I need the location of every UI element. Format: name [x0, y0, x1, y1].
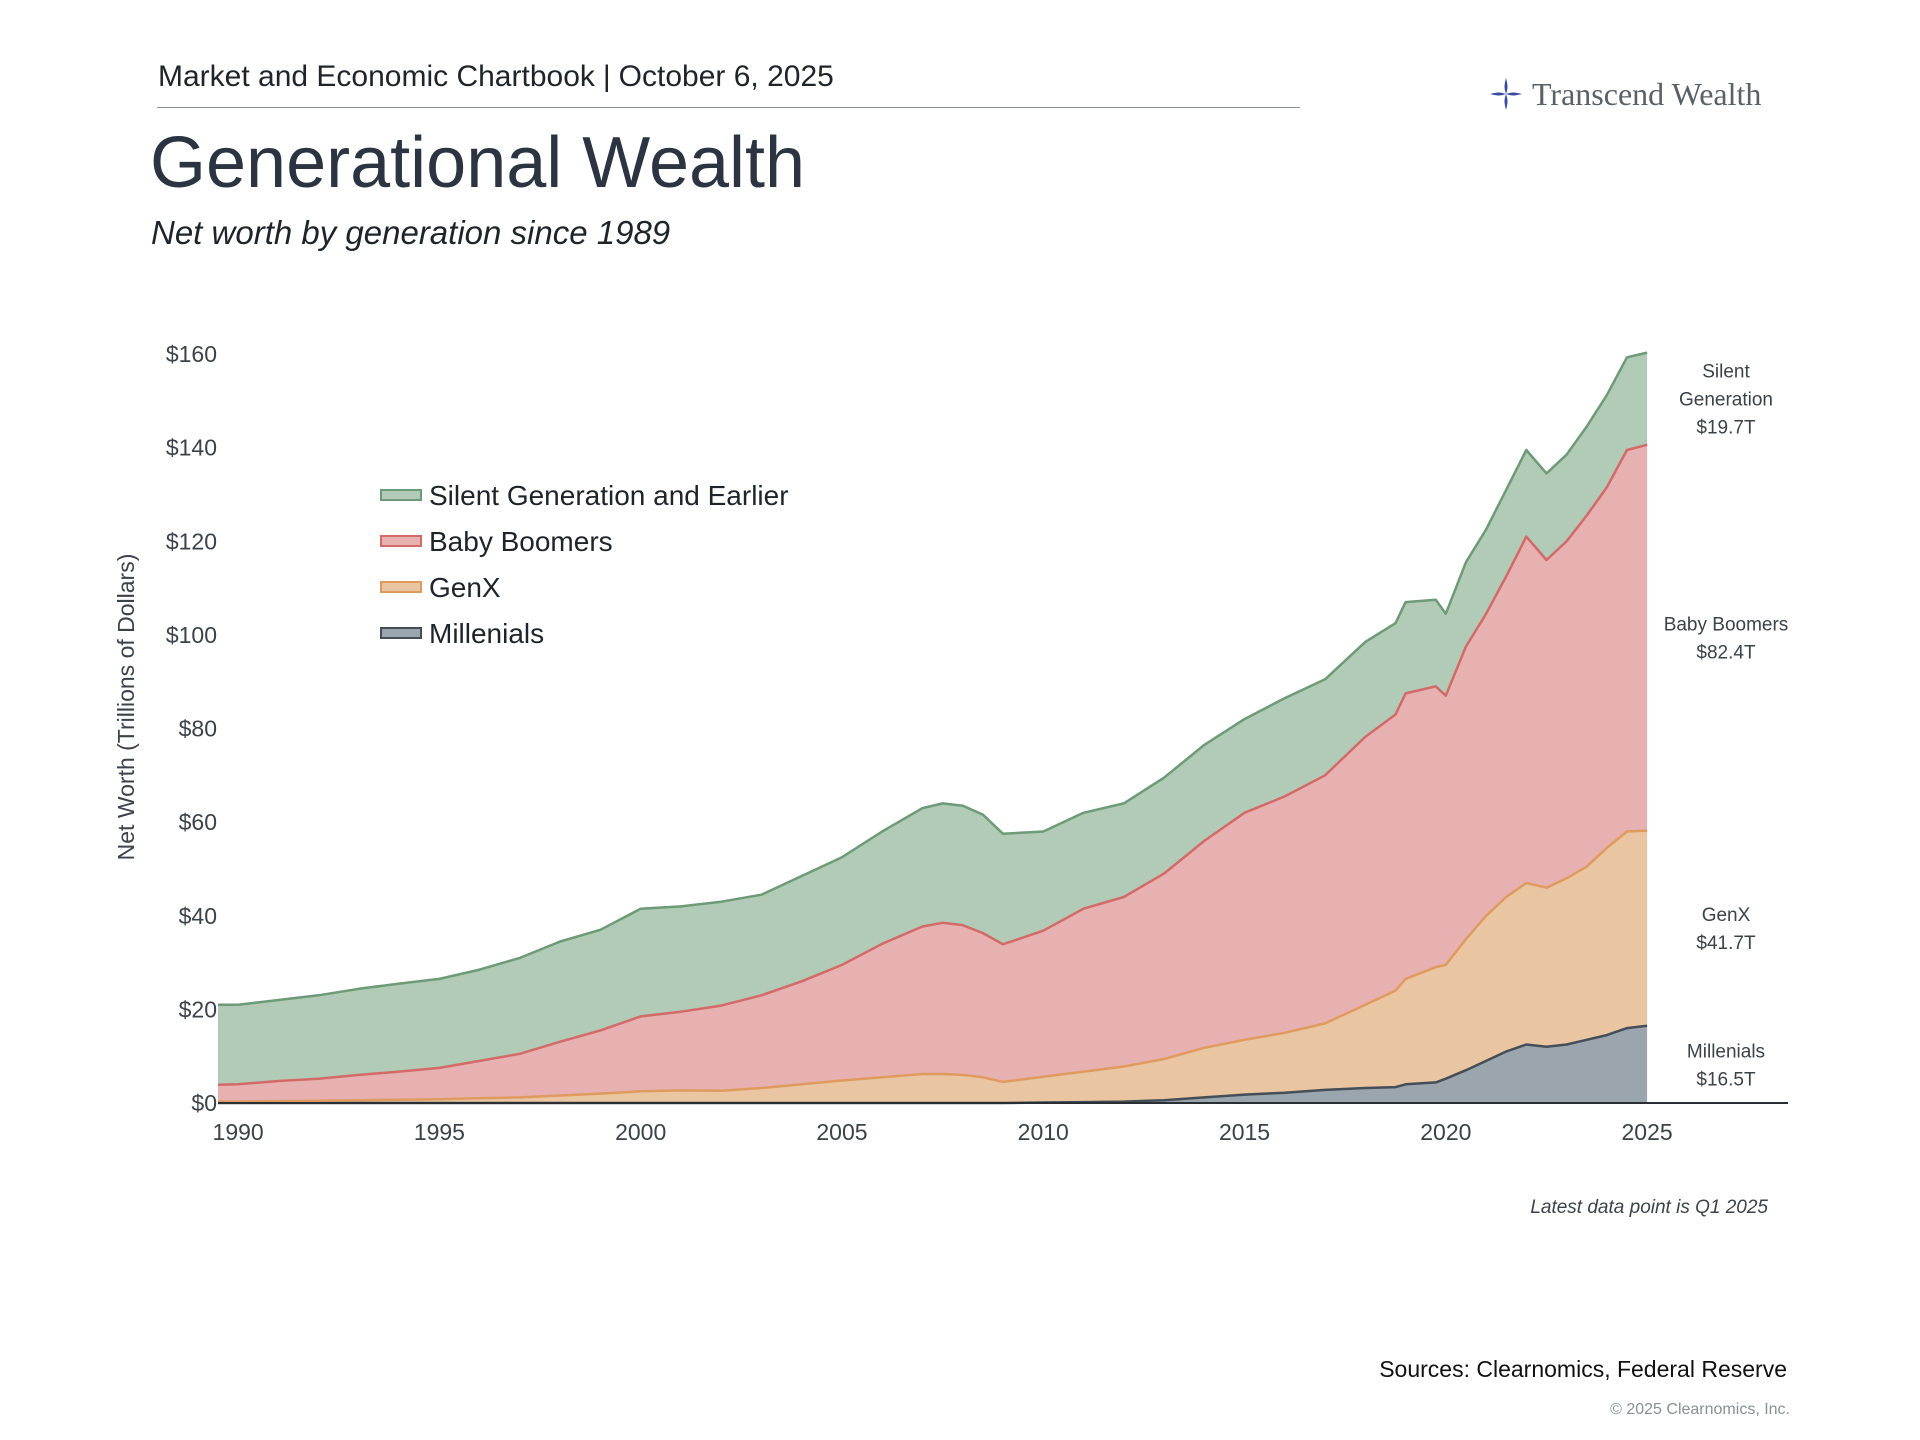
y-tick-label: $40	[179, 903, 217, 929]
legend-label: Baby Boomers	[429, 526, 613, 557]
area-silent-generation-and-earlier	[218, 352, 1648, 1085]
x-tick-label: 2015	[1219, 1119, 1270, 1145]
x-tick-label: 2005	[816, 1119, 867, 1145]
chartbook-heading: Market and Economic Chartbook | October 6,…	[158, 60, 834, 94]
legend-label: Millenials	[429, 618, 544, 649]
y-tick-label: $160	[166, 341, 217, 367]
y-tick-label: $60	[179, 809, 217, 835]
page-subtitle: Net worth by generation since 1989	[151, 214, 671, 251]
legend-label: GenX	[429, 572, 501, 603]
y-tick-label: $0	[191, 1090, 217, 1116]
chartbook-name: Market and Economic Chartbook	[158, 60, 595, 93]
legend-swatch	[380, 535, 422, 547]
y-tick-label: $140	[166, 435, 217, 461]
legend-swatch	[380, 489, 422, 501]
logo-text: Transcend Wealth	[1532, 75, 1762, 112]
end-label: $82.4T	[1696, 643, 1756, 664]
chartbook-date: October 6, 2025	[618, 60, 834, 93]
x-tick-label: 1990	[213, 1119, 264, 1145]
y-tick-label: $100	[166, 622, 217, 648]
area-genx	[218, 830, 1648, 1103]
end-label: $19.7T	[1696, 418, 1756, 439]
legend-swatch	[380, 581, 422, 593]
y-tick-label: $20	[179, 996, 217, 1022]
brand-logo: Transcend Wealth	[1486, 70, 1761, 118]
x-tick-label: 2010	[1018, 1119, 1069, 1145]
y-axis-label: Net Worth (Trillions of Dollars)	[113, 554, 139, 861]
compass-star-icon	[1490, 78, 1522, 110]
area-millenials	[218, 1025, 1648, 1103]
latest-data-note: Latest data point is Q1 2025	[1530, 1197, 1768, 1218]
x-tick-label: 1995	[414, 1119, 465, 1145]
x-tick-label: 2025	[1622, 1119, 1673, 1145]
end-label: Millenials	[1687, 1041, 1765, 1062]
end-label: Silent	[1702, 362, 1750, 383]
sources-note: Sources: Clearnomics, Federal Reserve	[1379, 1356, 1787, 1382]
header-divider	[157, 107, 1300, 108]
copyright-note: © 2025 Clearnomics, Inc.	[1610, 1401, 1790, 1418]
end-label: $41.7T	[1696, 933, 1756, 954]
end-label: $16.5T	[1696, 1069, 1756, 1090]
y-tick-label: $80	[179, 716, 217, 742]
area-baby-boomers	[218, 444, 1648, 1102]
heading-separator: |	[602, 60, 611, 93]
legend-swatch	[380, 627, 422, 639]
page-title: Generational Wealth	[150, 123, 806, 203]
end-label: Baby Boomers	[1664, 615, 1789, 636]
legend-label: Silent Generation and Earlier	[429, 480, 789, 511]
x-tick-label: 2020	[1420, 1119, 1471, 1145]
line-silent-generation-and-earlier	[218, 351, 1648, 1006]
line-genx	[218, 829, 1648, 1103]
end-label: Generation	[1679, 390, 1773, 411]
x-tick-label: 2000	[615, 1119, 666, 1145]
end-label: GenX	[1702, 905, 1751, 926]
line-baby-boomers	[217, 443, 1648, 1086]
y-tick-label: $120	[166, 528, 217, 554]
